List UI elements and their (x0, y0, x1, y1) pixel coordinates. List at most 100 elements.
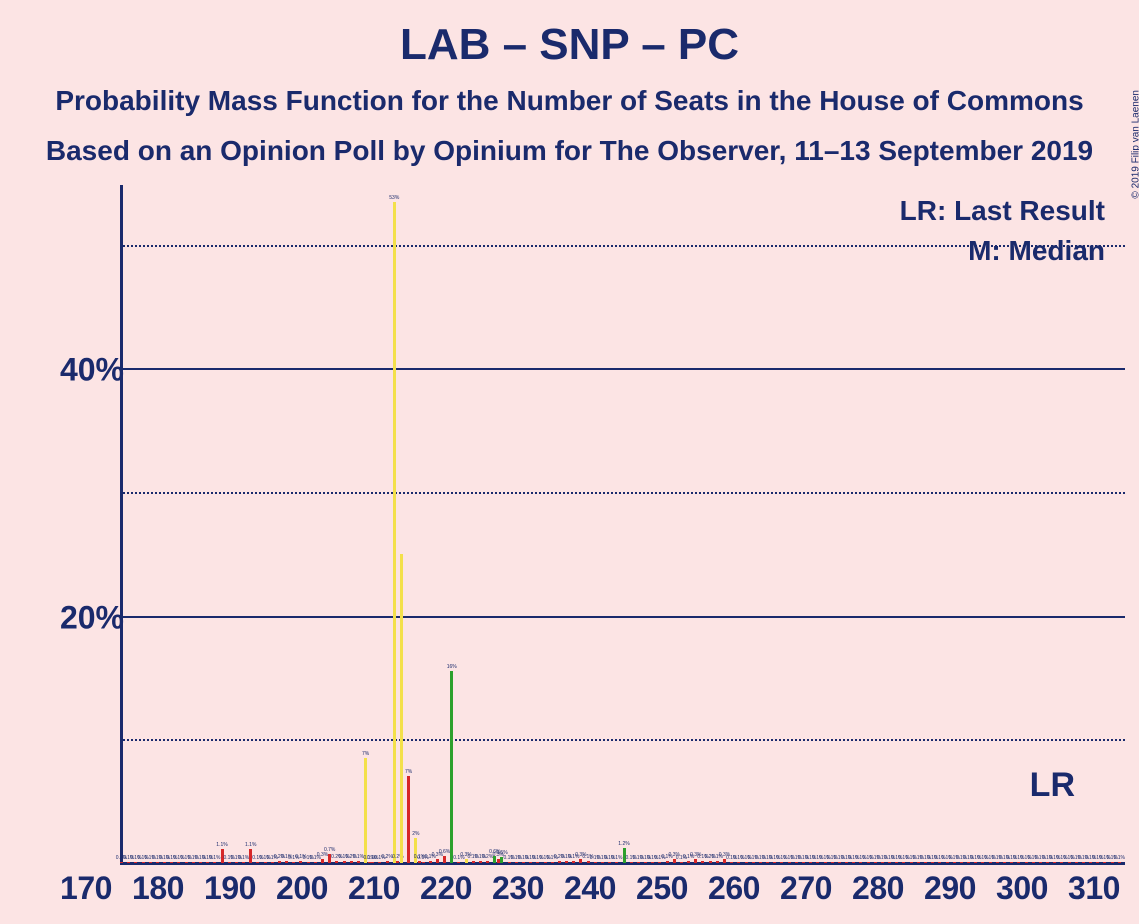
bar (292, 862, 295, 863)
bar (658, 862, 661, 863)
bar (120, 862, 123, 863)
bar (368, 862, 371, 863)
bar (745, 862, 748, 863)
bar (981, 862, 984, 863)
x-tick-label: 280 (842, 870, 914, 907)
bar (838, 862, 841, 863)
bar (486, 861, 489, 863)
bar (127, 862, 130, 863)
bar (1089, 862, 1092, 863)
bar (680, 862, 683, 863)
bar (752, 862, 755, 863)
bar (608, 862, 611, 863)
bar (651, 862, 654, 863)
bar (285, 861, 288, 863)
bar (163, 862, 166, 863)
bar (386, 861, 389, 863)
bar (1111, 862, 1114, 863)
bar-value-label: 1.2% (618, 841, 629, 847)
bar (809, 862, 812, 863)
bar (852, 862, 855, 863)
gridline-major (123, 368, 1125, 370)
bar (278, 861, 281, 863)
chart-subtitle-2: Based on an Opinion Poll by Opinium for … (0, 135, 1139, 167)
bar (888, 862, 891, 863)
bar-value-label: 0.1% (209, 855, 220, 861)
bar-value-label: 0.7% (324, 847, 335, 853)
bar (824, 862, 827, 863)
x-tick-label: 170 (50, 870, 122, 907)
bar-value-label: 0.6% (439, 849, 450, 855)
x-tick-label: 190 (194, 870, 266, 907)
x-tick-label: 300 (986, 870, 1058, 907)
bar (422, 862, 425, 863)
bar (256, 862, 259, 863)
bar (910, 862, 913, 863)
x-tick-label: 200 (266, 870, 338, 907)
bar (213, 862, 216, 863)
bar (335, 861, 338, 863)
bar (357, 861, 360, 863)
x-tick-label: 240 (554, 870, 626, 907)
bar (859, 862, 862, 863)
bar (378, 862, 381, 863)
bar (185, 862, 188, 863)
bar (1060, 862, 1063, 863)
bar (551, 862, 554, 863)
bar (1103, 862, 1106, 863)
bar (874, 862, 877, 863)
bar (953, 862, 956, 863)
bar (529, 862, 532, 863)
bar (989, 862, 992, 863)
bar (350, 861, 353, 863)
bar (615, 862, 618, 863)
bar (1025, 862, 1028, 863)
bar (343, 861, 346, 863)
bar (299, 861, 302, 863)
bar (307, 862, 310, 863)
bar-value-label: 7% (362, 751, 369, 757)
bar (601, 862, 604, 863)
bar (400, 554, 403, 863)
bar (371, 862, 374, 863)
bar-value-label: 1.1% (245, 842, 256, 848)
bar (522, 862, 525, 863)
bar (630, 862, 633, 863)
bar (558, 861, 561, 863)
bar (177, 862, 180, 863)
bar (637, 862, 640, 863)
copyright-text: © 2019 Filip van Laenen (1131, 90, 1139, 199)
bar (536, 862, 539, 863)
lr-marker: LR (1030, 766, 1075, 805)
bar (1075, 862, 1078, 863)
bar (773, 862, 776, 863)
bar (737, 862, 740, 863)
bar (867, 862, 870, 863)
y-axis (120, 185, 123, 865)
chart-subtitle-1: Probability Mass Function for the Number… (0, 85, 1139, 117)
bar (996, 862, 999, 863)
bar-value-label: 7% (405, 769, 412, 775)
bar (759, 862, 762, 863)
bar (393, 202, 396, 863)
bar (1010, 862, 1013, 863)
bar (716, 861, 719, 863)
bar (242, 862, 245, 863)
bar-value-label: 1.1% (216, 842, 227, 848)
bar (730, 862, 733, 863)
bar (497, 859, 500, 863)
bar (1053, 862, 1056, 863)
x-tick-label: 310 (1058, 870, 1130, 907)
bar (917, 862, 920, 863)
bar (364, 758, 367, 863)
bar-value-label: 0.1% (238, 855, 249, 861)
bar-value-label: 53% (389, 195, 399, 201)
bar (795, 862, 798, 863)
bar (457, 862, 460, 863)
bar (450, 671, 453, 863)
bar (974, 862, 977, 863)
bar (1068, 862, 1071, 863)
bar (709, 861, 712, 863)
bar (902, 862, 905, 863)
gridline-major (123, 616, 1125, 618)
